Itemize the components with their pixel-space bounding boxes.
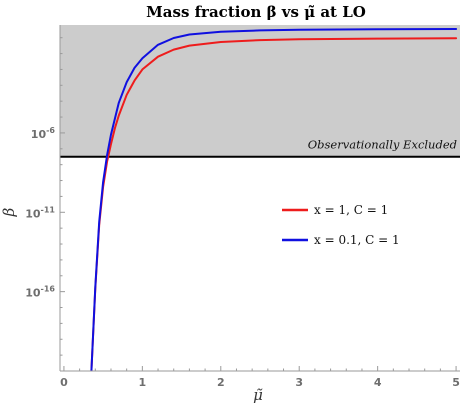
x-tick-label: 4 xyxy=(374,376,382,389)
legend: x = 1, C = 1 x = 0.1, C = 1 xyxy=(282,203,400,247)
legend-label-2: x = 0.1, C = 1 xyxy=(314,233,400,247)
x-tick-label: 1 xyxy=(139,376,147,389)
y-ticks: 10-6 10-11 10-16 xyxy=(25,37,65,372)
axes: 0 1 2 3 4 5 10-6 10-11 10-16 xyxy=(25,25,460,389)
plot-area xyxy=(60,25,460,371)
excluded-region-label: Observationally Excluded xyxy=(308,138,457,152)
x-tick-label: 2 xyxy=(217,376,225,389)
chart-title: Mass fraction β vs μ̃ at LO xyxy=(146,3,366,21)
x-tick-label: 3 xyxy=(295,376,303,389)
x-tick-label: 0 xyxy=(60,376,68,389)
y-axis-label: β xyxy=(0,207,18,217)
series-layer xyxy=(90,28,458,371)
x-axis-label: μ̃ xyxy=(253,386,263,404)
x-ticks: 0 1 2 3 4 5 xyxy=(60,366,460,389)
excluded-region xyxy=(60,25,460,157)
series-line-2 xyxy=(90,28,458,371)
y-tick-label: 10-11 xyxy=(25,205,55,220)
y-tick-label: 10-6 xyxy=(31,126,56,141)
y-tick-label: 10-16 xyxy=(25,285,55,300)
legend-label-1: x = 1, C = 1 xyxy=(314,203,388,217)
x-tick-label: 5 xyxy=(452,376,460,389)
